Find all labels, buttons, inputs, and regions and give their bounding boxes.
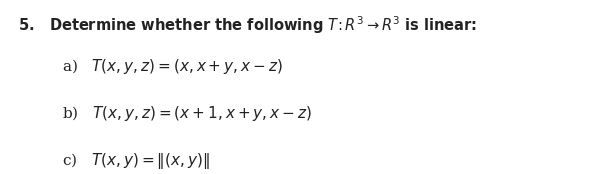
Text: c)   $T(x, y) = \|(x, y)\|$: c) $T(x, y) = \|(x, y)\|$ xyxy=(62,151,209,171)
Text: a)   $T(x, y, z) = (x, x + y, x - z)$: a) $T(x, y, z) = (x, x + y, x - z)$ xyxy=(62,57,283,76)
Text: 5.   Determine whether the following $T\!: R^3 \rightarrow R^3$ is linear:: 5. Determine whether the following $T\!:… xyxy=(18,14,477,36)
Text: b)   $T(x, y, z) = (x + 1, x + y, x - z)$: b) $T(x, y, z) = (x + 1, x + y, x - z)$ xyxy=(62,104,312,123)
